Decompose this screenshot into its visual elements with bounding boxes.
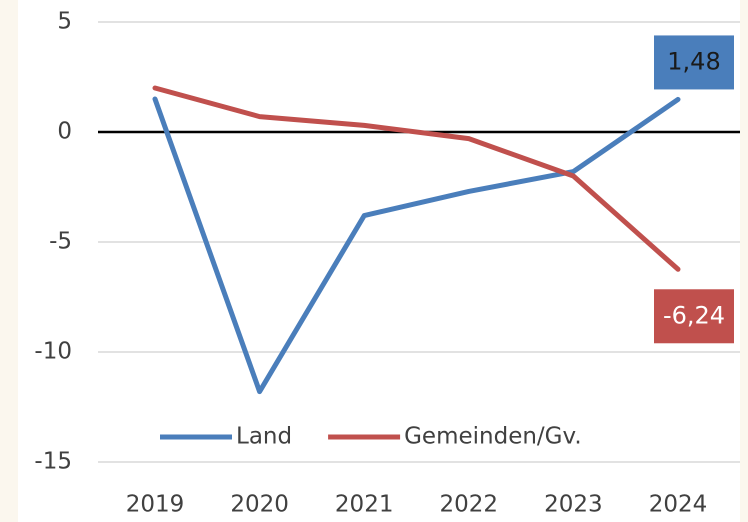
- series-line: [152, 85, 681, 272]
- value-label-box: [654, 289, 734, 344]
- y-tick-label: -10: [34, 339, 72, 365]
- y-tick-label: 5: [57, 9, 72, 35]
- value-label: -6,24: [663, 301, 725, 329]
- x-tick-label: 2023: [544, 492, 603, 518]
- value-label-box: [654, 35, 734, 90]
- value-label: 1,48: [667, 47, 720, 75]
- y-tick-label: -15: [34, 449, 72, 475]
- chart-area: [18, 0, 740, 522]
- legend-label: Gemeinden/Gv.: [404, 424, 582, 450]
- series-line: [152, 96, 681, 395]
- x-tick-label: 2024: [649, 492, 708, 518]
- x-tick-label: 2020: [230, 492, 289, 518]
- x-tick-label: 2019: [126, 492, 185, 518]
- legend-label: Land: [236, 424, 292, 450]
- x-tick-label: 2021: [335, 492, 394, 518]
- y-tick-label: -5: [49, 229, 72, 255]
- x-tick-label: 2022: [440, 492, 499, 518]
- y-tick-label: 0: [57, 119, 72, 145]
